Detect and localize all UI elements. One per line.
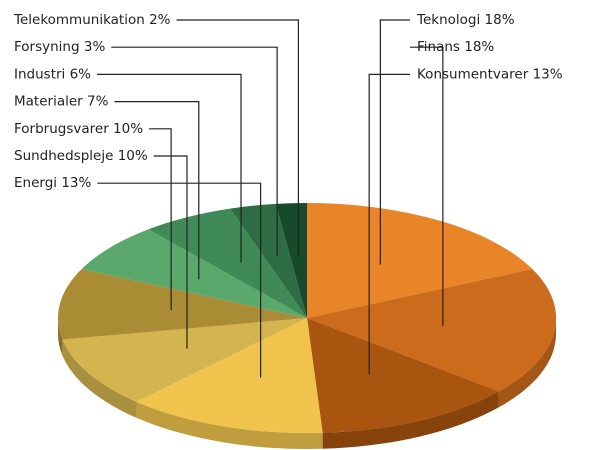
slice-side [322, 391, 499, 449]
leader-line [368, 73, 410, 375]
leader-line [176, 19, 300, 255]
label-value: 18% [485, 12, 515, 28]
slice-side [498, 318, 556, 408]
label-value: 10% [113, 121, 143, 137]
label-value: 3% [84, 39, 106, 55]
slice [58, 269, 307, 340]
label-value: 10% [118, 148, 148, 164]
label-value: 6% [70, 66, 92, 82]
slice-label: Telekommunikation 2% [13, 12, 171, 28]
label-value: 18% [464, 39, 494, 55]
slice-label: Industri 6% [14, 66, 91, 82]
slice-side [62, 339, 137, 418]
leader-line [379, 19, 410, 265]
slice-label: Forbrugsvarer 10% [14, 121, 143, 137]
slice [307, 318, 499, 433]
label-category: Sundhedspleje [14, 148, 113, 164]
slice-label: Teknologi 18% [416, 12, 515, 28]
slice-side [136, 401, 323, 449]
slice [275, 203, 307, 318]
leader-line [410, 46, 444, 326]
slice-label: Forsyning 3% [14, 39, 105, 55]
label-category: Teknologi [416, 12, 480, 28]
slice [148, 208, 307, 318]
leader-line [111, 46, 278, 257]
label-category: Energi [14, 175, 57, 191]
slice [136, 318, 323, 433]
label-value: 13% [61, 175, 91, 191]
label-value: 7% [87, 94, 109, 110]
leader-line [149, 128, 172, 311]
slice [81, 229, 308, 318]
label-category: Industri [14, 66, 65, 82]
slice-side [58, 318, 63, 356]
slice [62, 318, 307, 402]
slice-label: Konsumentvarer 13% [417, 66, 563, 82]
label-category: Konsumentvarer [417, 66, 529, 82]
slice [307, 203, 533, 318]
leader-line [153, 155, 188, 349]
slice [230, 203, 307, 318]
slice [307, 269, 557, 392]
leader-line [114, 100, 200, 280]
label-value: 2% [149, 12, 171, 28]
leader-line [97, 182, 262, 378]
label-category: Materialer [14, 94, 83, 110]
label-category: Telekommunikation [13, 12, 145, 28]
label-category: Forsyning [14, 39, 80, 55]
leader-line [97, 73, 242, 263]
slice-label: Energi 13% [14, 175, 92, 191]
slice-label: Sundhedspleje 10% [14, 148, 148, 164]
label-category: Forbrugsvarer [14, 121, 109, 137]
slice-label: Materialer 7% [14, 94, 109, 110]
label-value: 13% [533, 66, 563, 82]
